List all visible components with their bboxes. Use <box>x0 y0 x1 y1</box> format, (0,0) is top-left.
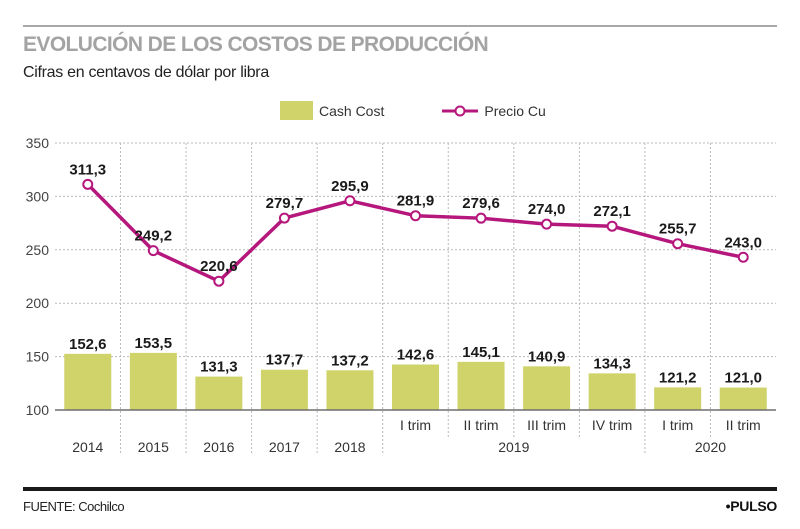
y-axis-ticks: 100 150 200 250 300 350 <box>26 135 50 418</box>
bar-cash-cost <box>326 370 374 410</box>
x-tick-label-quarter: II trim <box>464 417 499 433</box>
y-tick-label: 350 <box>26 135 50 151</box>
x-tick-label-year: 2015 <box>138 439 169 455</box>
line-data-label: 281,9 <box>397 193 435 210</box>
chart-subtitle: Cifras en centavos de dólar por libra <box>23 64 269 81</box>
line-point-marker <box>475 212 487 224</box>
line-point-marker <box>737 251 749 263</box>
y-tick-label: 250 <box>26 242 50 258</box>
y-tick-label: 200 <box>26 295 50 311</box>
bar-data-label: 121,2 <box>659 369 697 386</box>
line-data-label: 279,6 <box>462 195 500 212</box>
line-data-label: 255,7 <box>659 221 697 238</box>
data-labels: 152,6 153,5 131,3 137,7 137,2 142,6 145,1 140,9… <box>69 161 762 386</box>
x-tick-label-year: 2016 <box>203 439 234 455</box>
line-point-marker <box>541 218 553 230</box>
line-data-label: 295,9 <box>331 178 369 195</box>
line-data-label: 243,0 <box>724 234 762 251</box>
x-tick-label-quarter: IV trim <box>592 417 632 433</box>
line-point-marker <box>213 275 225 287</box>
bar-data-label: 137,2 <box>331 352 369 369</box>
x-group-label: 2020 <box>695 439 726 455</box>
bar-data-label: 134,3 <box>593 355 631 372</box>
legend: Cash Cost Precio Cu <box>280 101 546 120</box>
bar-data-label: 153,5 <box>135 335 173 352</box>
legend-item-cash-cost: Cash Cost <box>280 101 384 120</box>
bar-data-label: 142,6 <box>397 347 435 364</box>
bar-data-label: 121,0 <box>724 370 762 387</box>
bar-cash-cost <box>457 361 505 410</box>
bar-cash-cost <box>719 387 767 410</box>
x-tick-label-year: 2018 <box>334 439 365 455</box>
line-data-label: 272,1 <box>593 203 631 220</box>
brand-logo: •PULSO <box>725 498 778 514</box>
bar-cash-cost <box>195 376 243 410</box>
source-note: FUENTE: Cochilco <box>23 499 125 514</box>
y-tick-label: 100 <box>26 402 50 418</box>
line-point-marker <box>82 178 94 190</box>
y-tick-label: 300 <box>26 188 50 204</box>
line-data-label: 249,2 <box>135 228 173 245</box>
legend-line-marker-icon <box>442 105 479 116</box>
line-series <box>82 178 749 287</box>
line-point-marker <box>672 238 684 250</box>
bar-data-label: 145,1 <box>462 344 500 361</box>
x-tick-label-year: 2017 <box>269 439 300 455</box>
x-tick-label-quarter: III trim <box>527 417 566 433</box>
bar-data-label: 131,3 <box>200 359 238 376</box>
bar-cash-cost <box>588 373 636 410</box>
bar-data-label: 152,6 <box>69 336 107 353</box>
bar-cash-cost <box>260 369 308 410</box>
bar-cash-cost <box>129 352 177 410</box>
legend-label-precio-cu: Precio Cu <box>484 102 546 119</box>
line-data-label: 220,6 <box>200 258 238 275</box>
bar-cash-cost <box>64 353 112 410</box>
bar-cash-cost <box>523 366 571 410</box>
chart-title: EVOLUCIÓN DE LOS COSTOS DE PRODUCCIÓN <box>23 33 489 56</box>
legend-swatch-bar <box>280 101 313 120</box>
line-point-marker <box>344 195 356 207</box>
line-point-marker <box>606 220 618 232</box>
line-data-label: 274,0 <box>528 201 566 218</box>
line-point-marker <box>278 212 290 224</box>
line-point-marker <box>147 245 159 257</box>
line-data-label: 279,7 <box>266 195 304 212</box>
line-data-label: 311,3 <box>69 161 106 178</box>
bar-data-label: 140,9 <box>528 348 566 365</box>
x-tick-label-quarter: II trim <box>726 417 761 433</box>
bar-cash-cost <box>654 387 702 410</box>
legend-label-cash-cost: Cash Cost <box>319 102 385 119</box>
x-tick-label-quarter: I trim <box>662 417 693 433</box>
bars <box>64 352 767 410</box>
top-rule <box>23 25 777 27</box>
x-tick-label-quarter: I trim <box>400 417 431 433</box>
x-tick-label-year: 2014 <box>72 439 103 455</box>
bar-data-label: 137,7 <box>266 352 304 369</box>
bar-cash-cost <box>392 364 439 410</box>
x-group-label: 2019 <box>498 439 529 455</box>
footer-rule <box>23 487 777 491</box>
legend-item-precio-cu: Precio Cu <box>384 102 546 119</box>
y-tick-label: 150 <box>26 349 50 365</box>
line-point-marker <box>410 210 421 222</box>
x-axis-ticks: 2014 2015 2016 2017 2018 I trim II trim III tri… <box>72 417 761 455</box>
